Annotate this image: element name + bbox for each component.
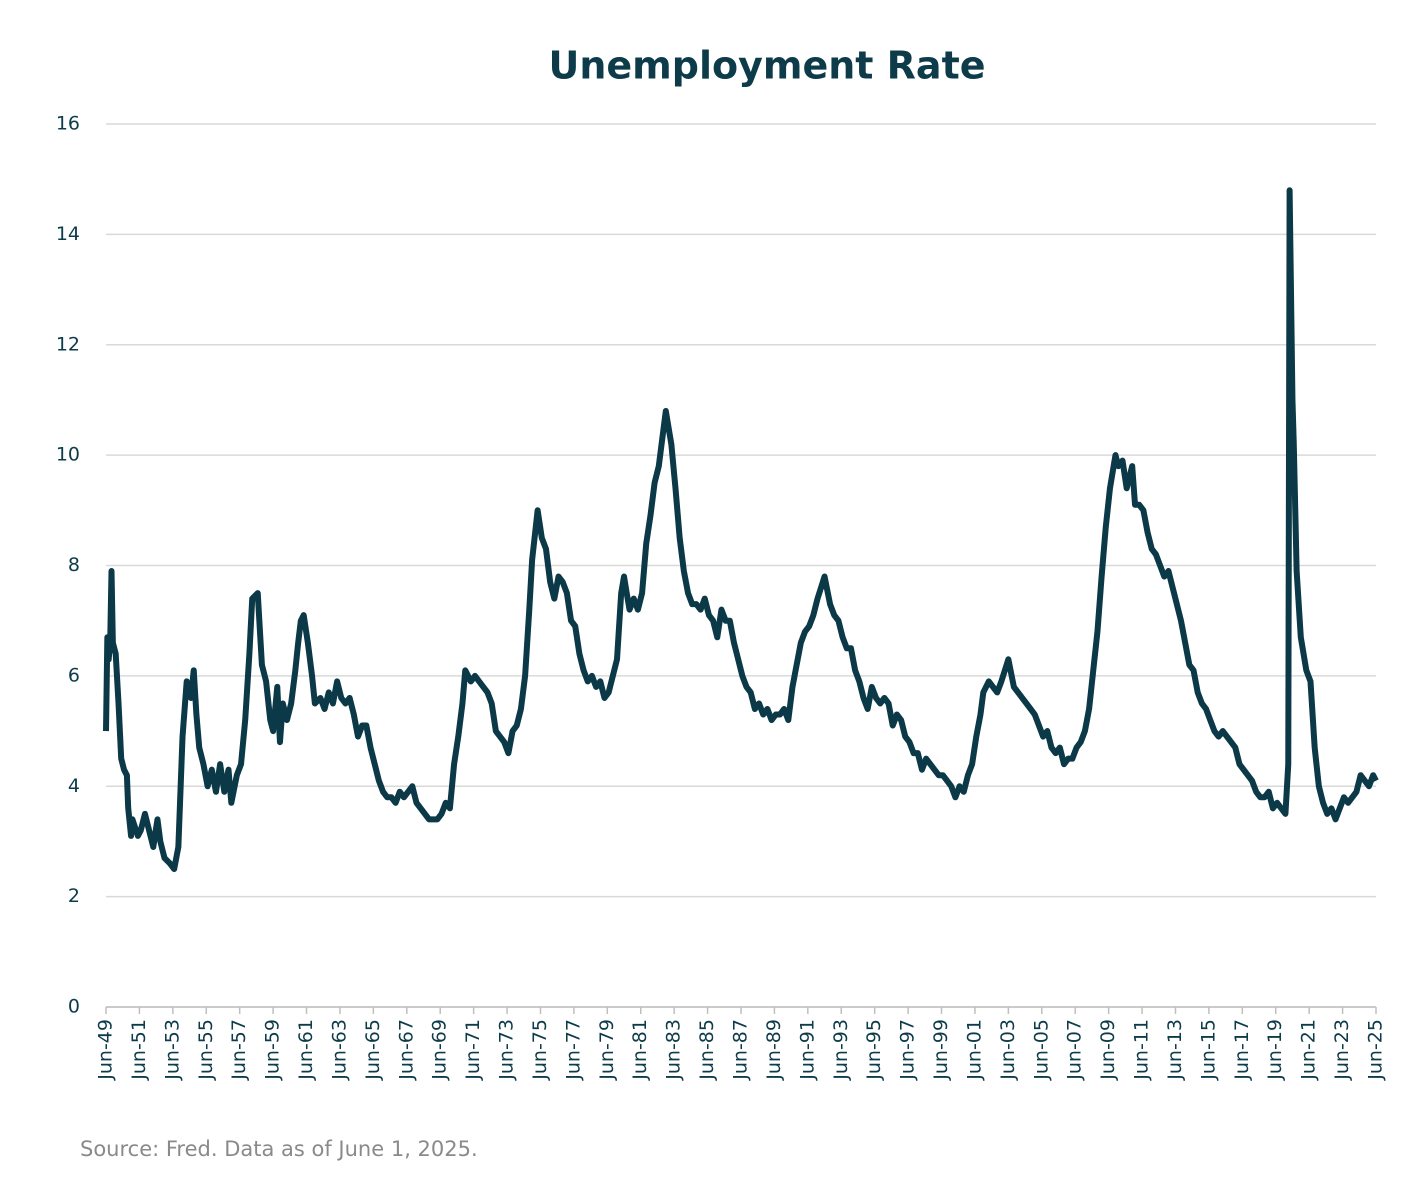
x-tick-label: Jun-55 (195, 1019, 217, 1081)
x-tick-label: Jun-77 (562, 1019, 584, 1081)
x-tick-label: Jun-71 (462, 1019, 484, 1081)
x-tick-label: Jun-21 (1298, 1019, 1320, 1081)
x-tick-label: Jun-83 (663, 1019, 685, 1081)
chart-title: Unemployment Rate (548, 44, 985, 88)
x-tick-label: Jun-89 (763, 1019, 785, 1081)
x-tick-label: Jun-95 (863, 1019, 885, 1081)
x-tick-label: Jun-09 (1097, 1019, 1119, 1081)
y-tick-label: 16 (56, 113, 80, 135)
x-tick-label: Jun-23 (1331, 1019, 1353, 1081)
x-tick-label: Jun-81 (629, 1019, 651, 1081)
x-tick-label: Jun-85 (696, 1019, 718, 1081)
x-tick-label: Jun-99 (930, 1019, 952, 1081)
y-tick-label: 14 (56, 223, 80, 245)
x-tick-label: Jun-91 (796, 1019, 818, 1081)
y-tick-label: 2 (68, 885, 80, 907)
y-tick-label: 4 (68, 775, 80, 797)
y-tick-label: 0 (68, 996, 80, 1018)
x-tick-label: Jun-69 (429, 1019, 451, 1081)
series-line (103, 187, 1379, 873)
x-tick-label: Jun-03 (997, 1019, 1019, 1081)
x-tick-label: Jun-61 (295, 1019, 317, 1081)
x-tick-label: Jun-13 (1164, 1019, 1186, 1081)
x-tick-label: Jun-97 (897, 1019, 919, 1081)
x-tick-label: Jun-19 (1264, 1019, 1286, 1081)
y-tick-label: 10 (56, 444, 80, 466)
x-tick-label: Jun-67 (395, 1019, 417, 1081)
x-tick-label: Jun-07 (1064, 1019, 1086, 1081)
source-note: Source: Fred. Data as of June 1, 2025. (80, 1137, 478, 1161)
x-tick-label: Jun-17 (1231, 1019, 1253, 1081)
x-tick-label: Jun-53 (161, 1019, 183, 1081)
x-tick-label: Jun-65 (362, 1019, 384, 1081)
x-tick-label: Jun-15 (1197, 1019, 1219, 1081)
x-tick-label: Jun-05 (1030, 1019, 1052, 1081)
x-tick-label: Jun-11 (1131, 1019, 1153, 1081)
y-tick-label: 8 (68, 554, 80, 576)
y-tick-label: 6 (68, 664, 80, 686)
x-tick-label: Jun-73 (496, 1019, 518, 1081)
x-tick-label: Jun-25 (1365, 1019, 1387, 1081)
x-tick-label: Jun-49 (95, 1019, 117, 1081)
x-tick-label: Jun-57 (228, 1019, 250, 1081)
x-tick-label: Jun-59 (262, 1019, 284, 1081)
x-tick-label: Jun-93 (830, 1019, 852, 1081)
x-tick-label: Jun-75 (529, 1019, 551, 1081)
x-tick-label: Jun-87 (730, 1019, 752, 1081)
y-tick-label: 12 (56, 333, 80, 355)
x-tick-label: Jun-51 (128, 1019, 150, 1081)
x-tick-label: Jun-79 (596, 1019, 618, 1081)
x-tick-label: Jun-01 (963, 1019, 985, 1081)
x-tick-label: Jun-63 (328, 1019, 350, 1081)
